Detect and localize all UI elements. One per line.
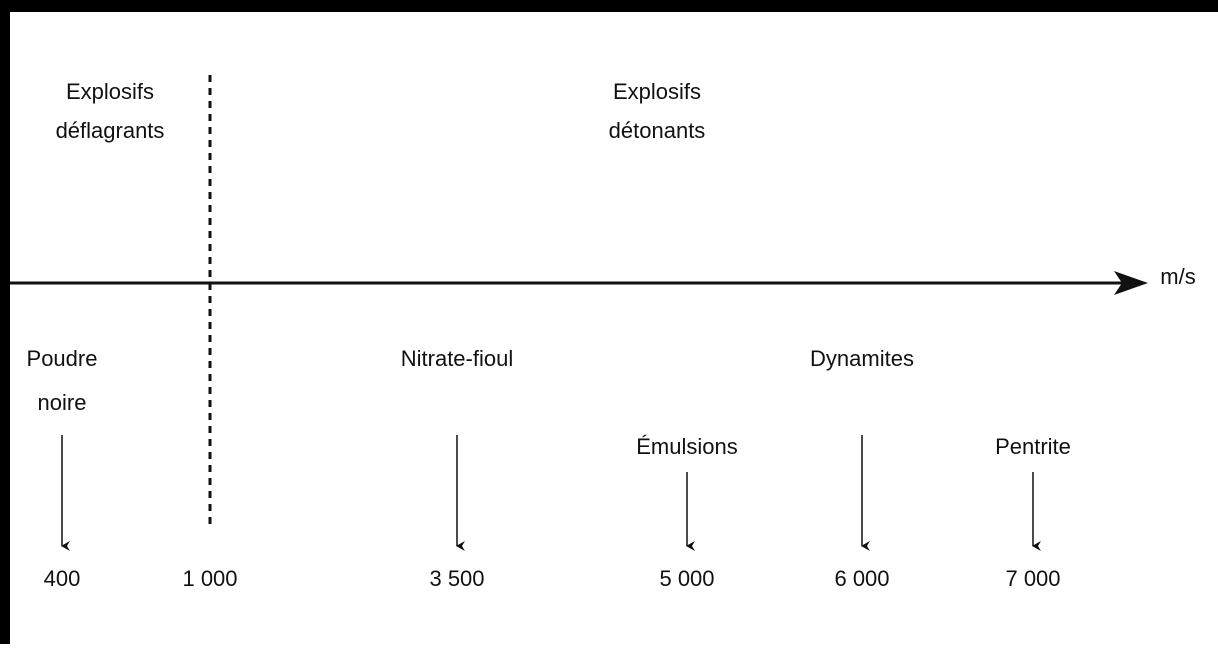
item-value: 1 000 bbox=[182, 566, 237, 591]
region-label: déflagrants bbox=[56, 118, 165, 143]
item-value: 6 000 bbox=[834, 566, 889, 591]
axis-arrowhead bbox=[1114, 271, 1148, 295]
item-value: 7 000 bbox=[1005, 566, 1060, 591]
region-label: Explosifs bbox=[66, 79, 154, 104]
item-label: Nitrate-fioul bbox=[401, 346, 513, 371]
item-value: 5 000 bbox=[659, 566, 714, 591]
region-label: Explosifs bbox=[613, 79, 701, 104]
item-label: Poudre bbox=[27, 346, 98, 371]
item-value: 400 bbox=[44, 566, 81, 591]
left-border bbox=[0, 0, 10, 644]
region-label: détonants bbox=[609, 118, 706, 143]
group-label: Dynamites bbox=[810, 346, 914, 371]
item-label: noire bbox=[38, 390, 87, 415]
item-value: 3 500 bbox=[429, 566, 484, 591]
top-border bbox=[0, 0, 1218, 12]
item-label: Pentrite bbox=[995, 434, 1071, 459]
item-label: Émulsions bbox=[636, 434, 737, 459]
axis-unit: m/s bbox=[1160, 264, 1195, 289]
